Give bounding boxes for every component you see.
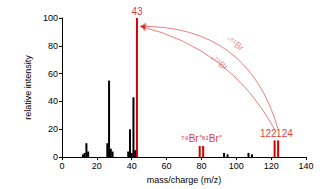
svg-text:⁷⁹Br⁺: ⁷⁹Br⁺	[181, 133, 203, 144]
svg-text:124: 124	[276, 128, 293, 139]
svg-text:100: 100	[43, 13, 58, 23]
svg-text:relative intensity: relative intensity	[23, 55, 33, 120]
svg-text:-⁷⁹Br: -⁷⁹Br	[209, 53, 230, 73]
svg-text:0: 0	[53, 152, 58, 162]
svg-text:40: 40	[127, 161, 137, 171]
svg-text:20: 20	[48, 124, 58, 134]
svg-text:⁸¹Br⁺: ⁸¹Br⁺	[201, 133, 223, 144]
svg-text:0: 0	[59, 161, 64, 171]
svg-text:140: 140	[298, 161, 313, 171]
svg-text:40: 40	[48, 96, 58, 106]
svg-text:-⁸¹Br: -⁸¹Br	[225, 34, 246, 53]
svg-text:60: 60	[48, 69, 58, 79]
svg-text:43: 43	[131, 6, 143, 17]
svg-text:100: 100	[229, 161, 244, 171]
svg-text:mass/charge (m/z): mass/charge (m/z)	[147, 175, 222, 185]
svg-text:60: 60	[162, 161, 172, 171]
svg-text:80: 80	[196, 161, 206, 171]
svg-text:20: 20	[92, 161, 102, 171]
svg-text:80: 80	[48, 41, 58, 51]
svg-text:120: 120	[264, 161, 279, 171]
svg-text:122: 122	[260, 128, 277, 139]
